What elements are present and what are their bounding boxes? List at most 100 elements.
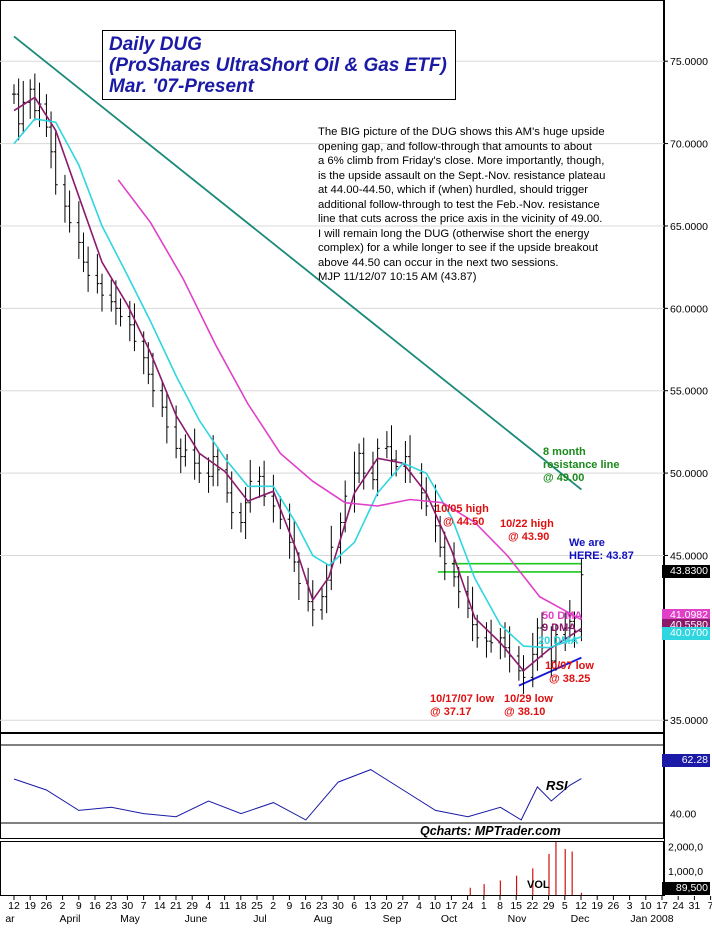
we-are-here-annotation: We are HERE: 43.87: [569, 537, 634, 562]
dma9-label: 9 DMA: [542, 622, 577, 634]
commentary-line: is the upside assault on the Sept.-Nov. …: [318, 169, 606, 182]
chart-title: Daily DUG: [109, 34, 202, 55]
x-month-label: Dec: [571, 913, 590, 925]
dma50-label: 50 DMA: [542, 610, 583, 622]
x-tick-label: 30: [122, 900, 134, 912]
series-9-dma: [13, 96, 582, 672]
x-tick-label: 22: [527, 900, 539, 912]
x-tick-label: 16: [89, 900, 101, 912]
x-month-label: Jan 2008: [630, 913, 673, 925]
x-tick-label: 29: [543, 900, 555, 912]
volume-tick-label: 1,000,0: [668, 866, 703, 878]
x-tick-label: 19: [24, 900, 36, 912]
x-tick-label: 2: [60, 900, 66, 912]
x-tick-label: 5: [562, 900, 568, 912]
x-tick-label: 18: [235, 900, 247, 912]
rsi-panel: [0, 733, 664, 839]
commentary-line: additional follow-through to test the Fe…: [318, 198, 600, 211]
x-tick-label: 7: [141, 900, 147, 912]
commentary-line: opening gap, and follow-through that amo…: [318, 140, 592, 153]
x-tick-label: 4: [205, 900, 211, 912]
high-1022-annotation: 10/22 high @ 43.90: [500, 518, 554, 543]
price-tick-label: 75.0000: [670, 56, 708, 68]
low-1017-annotation: 10/17/07 low @ 37.17: [430, 693, 495, 718]
right-axis: [664, 0, 712, 931]
x-tick-label: 26: [608, 900, 620, 912]
x-tick-label: 1: [481, 900, 487, 912]
price-tick-label: 60.0000: [670, 303, 708, 315]
x-tick-label: 8: [497, 900, 503, 912]
series-20-dma: [13, 118, 582, 649]
x-tick-label: 17: [656, 900, 668, 912]
x-tick-label: 23: [316, 900, 328, 912]
rsi-value-tag: 62.28: [662, 754, 710, 767]
price-tick-label: 70.0000: [670, 139, 708, 151]
high-1005-annotation: 10/05 high @ 44.50: [435, 503, 489, 528]
low-1029-annotation: 10/29 low @ 38.10: [504, 693, 553, 718]
x-tick-label: 13: [365, 900, 377, 912]
dma20-value-tag: 40.0700: [662, 627, 710, 640]
rsi-label: RSI: [546, 778, 568, 793]
x-tick-label: 27: [397, 900, 409, 912]
x-tick-label: 12: [575, 900, 587, 912]
commentary-line: at 44.00-44.50, which if (when) hurdled,…: [318, 184, 589, 196]
volume-value-tag: 89,500: [662, 882, 710, 895]
chart-subtitle: (ProShares UltraShort Oil & Gas ETF): [109, 55, 447, 76]
x-month-label: June: [185, 913, 208, 925]
rsi-line: [13, 769, 582, 821]
dma20-label: 20 DMA: [538, 635, 579, 647]
x-tick-label: 26: [41, 900, 53, 912]
commentary-line: I will remain long the DUG (otherwise sh…: [318, 227, 590, 240]
price-tick-label: 55.0000: [670, 386, 708, 398]
x-tick-label: 9: [76, 900, 82, 912]
price-tick-label: 45.0000: [670, 550, 708, 562]
commentary-line: The BIG picture of the DUG shows this AM…: [318, 126, 605, 138]
chart-title-box: Daily DUG (ProShares UltraShort Oil & Ga…: [102, 30, 456, 100]
x-tick-label: 20: [381, 900, 393, 912]
commentary-text: The BIG picture of the DUG shows this AM…: [318, 125, 663, 285]
price-tick-label: 50.0000: [670, 468, 708, 480]
x-tick-label: 7: [708, 900, 712, 912]
trendline-support: [518, 656, 582, 687]
chart-date-range: Mar. '07-Present: [109, 76, 254, 97]
x-month-label: Sep: [383, 913, 402, 925]
x-tick-label: 23: [105, 900, 117, 912]
x-tick-label: 19: [591, 900, 603, 912]
x-month-label: Aug: [314, 913, 333, 925]
commentary-line: above 44.50 can occur in the next two se…: [318, 256, 559, 269]
series-50-dma: [117, 179, 582, 621]
x-tick-label: 21: [170, 900, 182, 912]
x-tick-label: 15: [510, 900, 522, 912]
x-tick-label: 3: [627, 900, 633, 912]
x-tick-label: 14: [154, 900, 166, 912]
x-month-label: April: [59, 913, 80, 925]
source-label: Qcharts: MPTrader.com: [420, 824, 561, 838]
x-month-label: Nov: [508, 913, 527, 925]
x-tick-label: 10: [429, 900, 441, 912]
price-panel: [0, 0, 664, 733]
x-tick-label: 11: [219, 900, 230, 912]
x-tick-label: 9: [286, 900, 292, 912]
volume-tick-label: 2,000,0: [668, 842, 703, 854]
x-month-label: May: [120, 913, 141, 925]
x-tick-label: 25: [251, 900, 263, 912]
x-tick-label: 12: [8, 900, 20, 912]
x-tick-label: 24: [672, 900, 684, 912]
x-tick-label: 16: [300, 900, 312, 912]
x-tick-label: 31: [689, 900, 701, 912]
x-tick-label: 17: [446, 900, 458, 912]
x-tick-label: 6: [351, 900, 357, 912]
x-tick-label: 30: [332, 900, 344, 912]
trendline-8-month-resistance-line: [13, 35, 582, 491]
low-1007-annotation: 10/07 low @ 38.25: [545, 660, 594, 685]
volume-label: VOL: [527, 879, 550, 891]
x-tick-label: 2: [270, 900, 276, 912]
dma50-value-tag: 41.0982: [662, 609, 710, 622]
x-month-label: Oct: [441, 913, 457, 925]
x-tick-label: 10: [640, 900, 652, 912]
commentary-line: MJP 11/12/07 10:15 AM (43.87): [318, 271, 477, 283]
commentary-line: a 6% climb from Friday's close. More imp…: [318, 155, 605, 167]
rsi-tick-label: 40.00: [670, 809, 696, 821]
price-tick-label: 35.0000: [670, 715, 708, 727]
